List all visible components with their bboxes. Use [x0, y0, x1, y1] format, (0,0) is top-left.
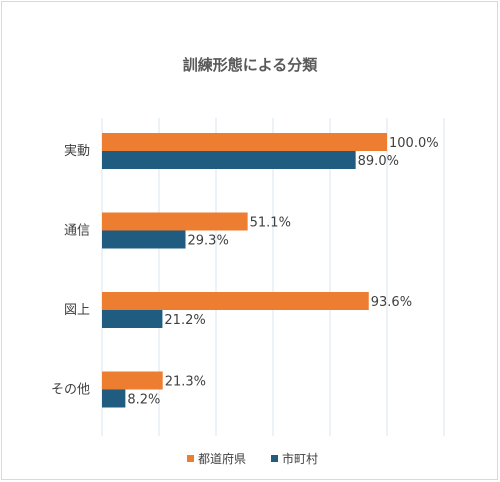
bar-prefecture — [102, 371, 163, 390]
category-label: 実動 — [64, 143, 90, 159]
data-label: 93.6% — [371, 295, 412, 310]
chart-title: 訓練形態による分類 — [183, 56, 319, 74]
legend-label-municipality: 市町村 — [282, 451, 318, 466]
bar-prefecture — [102, 292, 369, 310]
legend: 都道府県 市町村 — [187, 451, 318, 466]
legend-swatch-prefecture — [187, 455, 194, 462]
data-label: 89.0% — [358, 154, 399, 169]
data-label: 29.3% — [188, 234, 229, 249]
bar-municipality — [102, 389, 126, 408]
data-label: 21.3% — [165, 375, 206, 390]
bar-municipality — [102, 310, 163, 328]
data-label: 100.0% — [389, 136, 439, 151]
bars — [102, 133, 387, 408]
legend-label-prefecture: 都道府県 — [198, 451, 246, 466]
bar-municipality — [102, 151, 356, 169]
bar-prefecture — [102, 133, 387, 151]
bar-municipality — [102, 230, 186, 249]
data-label: 21.2% — [164, 313, 205, 328]
category-label: 図上 — [64, 303, 90, 318]
data-label: 8.2% — [127, 393, 160, 408]
data-label: 51.1% — [250, 216, 291, 231]
category-label: その他 — [51, 383, 90, 398]
data-labels: 100.0% 89.0% 51.1% 29.3% 93.6% 21.2% 21.3% 8.2% — [127, 136, 438, 408]
legend-swatch-municipality — [271, 455, 278, 462]
bar-prefecture — [102, 212, 248, 231]
category-label: 通信 — [64, 224, 90, 239]
